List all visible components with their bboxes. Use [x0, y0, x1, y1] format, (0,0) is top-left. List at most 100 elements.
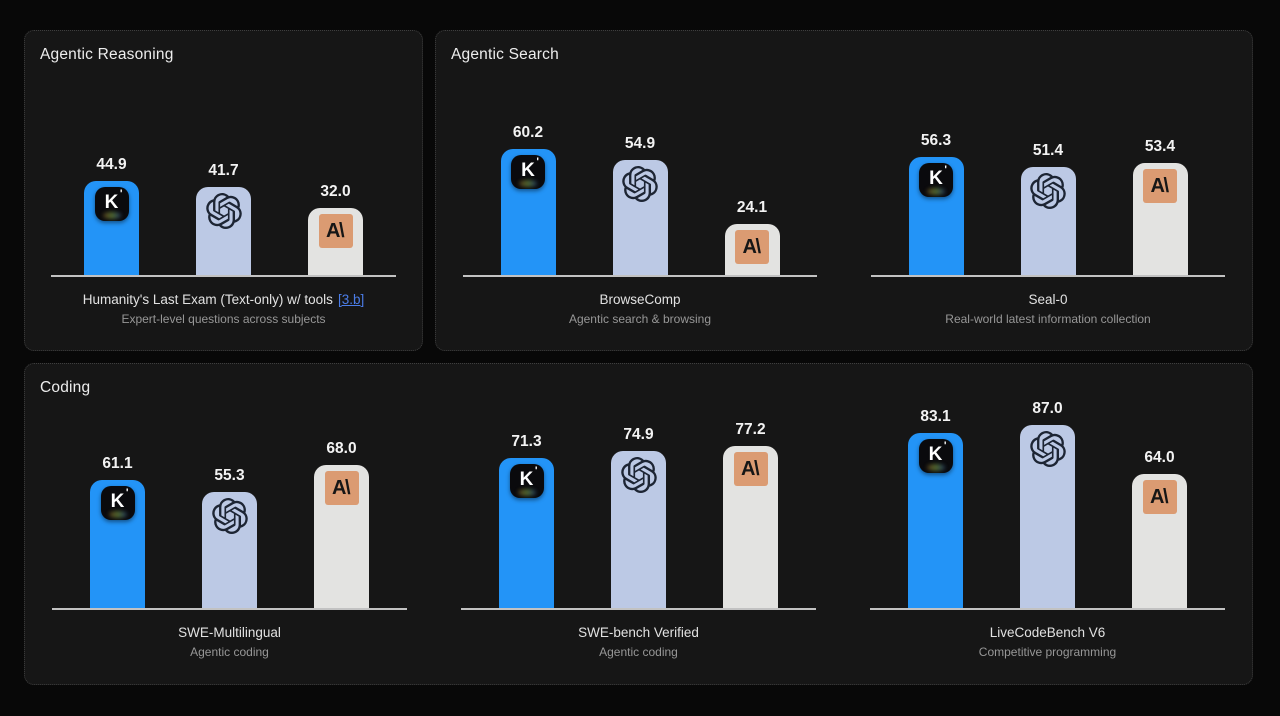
- x-axis-line: [870, 275, 1226, 277]
- bars-area: 61.1 K ' 55.3 68.0 A\: [25, 399, 434, 608]
- anthropic-logo-icon: A\: [318, 214, 353, 248]
- kimi-tick-mark: ': [536, 156, 539, 168]
- bar-value-label: 51.4: [1032, 142, 1064, 159]
- bar-logo: [622, 166, 658, 202]
- benchmark-title-text: SWE-Multilingual: [178, 625, 281, 640]
- benchmark-subtitle: Agentic coding: [599, 645, 678, 659]
- kimi-k-glyph: K: [519, 469, 534, 490]
- bar-value-label: 56.3: [920, 132, 952, 149]
- charts-container: 60.2 K ' 54.9 24.1 A\ BrowseComp Agentic search…: [436, 66, 1252, 326]
- kimi-k-glyph: K: [110, 491, 125, 512]
- kimi-k-glyph: K: [929, 168, 943, 189]
- kimi-k-glyph: K: [104, 192, 119, 213]
- bar-kimi: 61.1 K ': [90, 455, 145, 608]
- bar-logo: A\: [324, 471, 359, 505]
- bar-logo: A\: [733, 452, 768, 486]
- chart-livecodebench-v6: 83.1 K ' 87.0 64.0 A\ LiveCodeBench V6 Competit…: [843, 399, 1252, 659]
- anthropic-logo-icon: A\: [1143, 169, 1177, 203]
- bar-value-label: 83.1: [920, 408, 951, 425]
- bar-value-label: 32.0: [320, 183, 351, 200]
- bars-area: 60.2 K ' 54.9 24.1 A\: [436, 66, 844, 275]
- bar-value-label: 44.9: [96, 156, 127, 173]
- kimi-tick-mark: ': [125, 487, 129, 499]
- bar-openai: 41.7: [196, 162, 251, 275]
- bar-anthropic: 53.4 A\: [1132, 138, 1188, 275]
- bar-value-label: 87.0: [1032, 400, 1063, 417]
- x-axis-line: [462, 275, 818, 277]
- anthropic-logo-icon: A\: [324, 471, 359, 505]
- bar-value-label: 68.0: [326, 440, 357, 457]
- openai-logo-icon: [211, 498, 248, 534]
- bar-value-label: 53.4: [1144, 138, 1176, 155]
- kimi-logo-icon: K ': [94, 187, 129, 221]
- kimi-gradient-smudge: [102, 212, 121, 219]
- top-row: Agentic Reasoning 44.9 K ' 41.7 32.0 A\ Humanit…: [24, 30, 1253, 351]
- kimi-logo-icon: K ': [919, 163, 953, 197]
- panel-title: Agentic Reasoning: [40, 46, 174, 63]
- bar-openai: 74.9: [611, 426, 666, 608]
- bar-kimi: 71.3 K ': [499, 433, 554, 608]
- kimi-gradient-smudge: [108, 511, 127, 518]
- benchmark-title: BrowseComp: [436, 292, 844, 308]
- openai-logo-icon: [620, 457, 657, 493]
- benchmark-title-text: BrowseComp: [599, 292, 681, 307]
- kimi-gradient-smudge: [926, 464, 945, 471]
- bar-value-label: 54.9: [624, 135, 656, 152]
- kimi-logo-icon: K ': [100, 486, 135, 520]
- bars-area: 44.9 K ' 41.7 32.0 A\: [25, 66, 422, 275]
- bar-value-label: 74.9: [623, 426, 654, 443]
- bar-logo: K ': [919, 163, 953, 197]
- openai-logo-icon: [1030, 173, 1066, 209]
- benchmark-title-text: Seal-0: [1028, 292, 1068, 307]
- benchmark-subtitle: Competitive programming: [978, 645, 1117, 659]
- bar-anthropic: 68.0 A\: [314, 440, 369, 608]
- bar-openai: 55.3: [202, 467, 257, 608]
- panel-title: Coding: [40, 379, 91, 396]
- bar-value-label: 41.7: [208, 162, 239, 179]
- bar-anthropic: 77.2 A\: [723, 421, 778, 608]
- kimi-tick-mark: ': [944, 164, 947, 176]
- openai-logo-icon: [622, 166, 658, 202]
- chart-seal-0: 56.3 K ' 51.4 53.4 A\ Seal-0 Real-world latest …: [844, 66, 1252, 326]
- benchmark-title: Humanity's Last Exam (Text-only) w/ tool…: [25, 292, 422, 308]
- bar-value-label: 60.2: [512, 124, 544, 141]
- bar-anthropic: 32.0 A\: [308, 183, 363, 275]
- bar-logo: K ': [100, 486, 135, 520]
- benchmark-title-text: LiveCodeBench V6: [989, 625, 1106, 640]
- benchmark-title-text: Humanity's Last Exam (Text-only) w/ tool…: [82, 292, 333, 307]
- charts-container: 61.1 K ' 55.3 68.0 A\ SWE-Multilingual Agentic …: [25, 399, 1252, 659]
- benchmark-reference-link[interactable]: [3.b]: [337, 292, 365, 307]
- bar-logo: [211, 498, 248, 534]
- benchmark-title: Seal-0: [844, 292, 1252, 308]
- bar-logo: K ': [918, 439, 953, 473]
- bar-logo: [1030, 173, 1066, 209]
- bottom-row: Coding 61.1 K ' 55.3 68.0 A\ SWE-Multilingual Ag…: [24, 363, 1253, 685]
- kimi-k-glyph: K: [521, 160, 535, 181]
- kimi-gradient-smudge: [927, 188, 945, 195]
- bar-anthropic: 24.1 A\: [724, 199, 780, 275]
- bar-openai: 54.9: [612, 135, 668, 275]
- bars-area: 71.3 K ' 74.9 77.2 A\: [434, 399, 843, 608]
- chart-humanity-s-last-exam-text-only-w-tools: 44.9 K ' 41.7 32.0 A\ Humanity's Last Exam (Te…: [25, 66, 422, 326]
- x-axis-line: [50, 275, 397, 277]
- bar-anthropic: 64.0 A\: [1132, 449, 1187, 608]
- openai-logo-icon: [1029, 431, 1066, 467]
- kimi-tick-mark: ': [534, 465, 538, 477]
- kimi-gradient-smudge: [519, 180, 537, 187]
- benchmark-title-text: SWE-bench Verified: [578, 625, 699, 640]
- bar-kimi: 83.1 K ': [908, 408, 963, 608]
- openai-logo-icon: [205, 193, 242, 229]
- panel-title: Agentic Search: [451, 46, 559, 63]
- anthropic-logo-icon: A\: [733, 452, 768, 486]
- bar-value-label: 24.1: [736, 199, 768, 216]
- bar-value-label: 64.0: [1144, 449, 1175, 466]
- kimi-logo-icon: K ': [918, 439, 953, 473]
- bar-logo: K ': [94, 187, 129, 221]
- benchmark-title: LiveCodeBench V6: [843, 625, 1252, 641]
- bar-value-label: 61.1: [102, 455, 133, 472]
- bars-area: 56.3 K ' 51.4 53.4 A\: [844, 66, 1252, 275]
- chart-browsecomp: 60.2 K ' 54.9 24.1 A\ BrowseComp Agentic search…: [436, 66, 844, 326]
- bar-value-label: 71.3: [511, 433, 542, 450]
- bar-logo: A\: [735, 230, 769, 264]
